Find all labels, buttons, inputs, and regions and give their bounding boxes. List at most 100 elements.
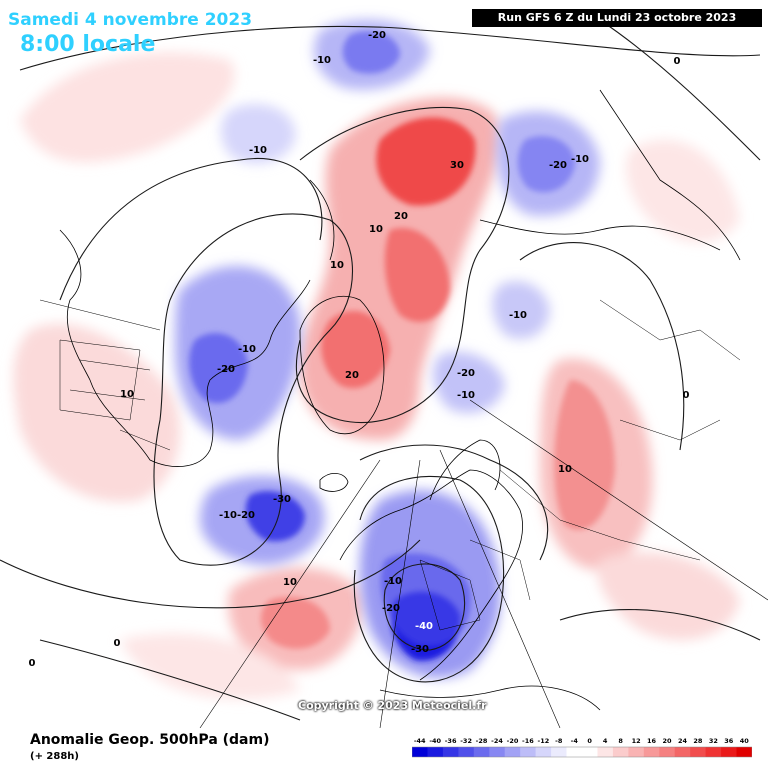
cold-barents: [492, 281, 550, 339]
geopotential-contours: [0, 19, 761, 721]
legend-swatch: [582, 747, 598, 757]
label-europe-30: -30: [411, 644, 429, 655]
warm-core-asia: [554, 380, 615, 530]
forecast-date: Samedi 4 novembre 2023: [8, 10, 253, 30]
warm-east: [626, 139, 740, 243]
legend-swatch: [535, 747, 552, 757]
legend-label: 4: [603, 737, 608, 745]
label-europe-20: -20: [382, 603, 400, 614]
legend-swatch: [489, 747, 506, 757]
warm-south: [120, 633, 300, 700]
legend-border: [412, 746, 752, 758]
isohypse-outer: [19, 25, 761, 71]
legend-swatch: [659, 747, 676, 757]
isohypse-east: [599, 19, 761, 161]
label-hudson-east-20: -20: [549, 160, 567, 171]
legend-label: 20: [662, 737, 672, 745]
forecast-local-time: 8:00 locale: [20, 32, 156, 57]
label-hudson-east-10: -10: [571, 154, 589, 165]
meridian-3: [199, 459, 381, 728]
legend-label: -28: [476, 737, 488, 745]
legend-swatch: [520, 747, 537, 757]
legend-swatch: [612, 747, 629, 757]
legend-swatch: [458, 747, 475, 757]
label-nw-pacific: -10: [313, 55, 331, 66]
color-scale-legend: -44 -40 -36 -32 -28 -24 -20 -16 -12 -8 -4 0 4 8 12 16 20…: [412, 737, 752, 758]
coast-scandinavia: [429, 439, 501, 501]
label-arctic-ridge: 20: [394, 211, 408, 222]
legend-label: 32: [709, 737, 718, 745]
border-russia: [499, 469, 701, 561]
legend-swatches: [412, 746, 752, 758]
legend-label: 16: [647, 737, 657, 745]
legend-swatch: [736, 747, 752, 757]
border-usa-canada: [39, 299, 161, 331]
legend-label: 36: [724, 737, 734, 745]
contour-labels: -10 -20 -10 30 20 10 -20 -10 10 -10 -20 …: [29, 30, 690, 669]
legend-swatch: [628, 747, 645, 757]
label-zero-ne: 0: [683, 390, 690, 401]
label-asia-10: 10: [558, 464, 572, 475]
label-hudson-10: -10: [238, 344, 256, 355]
legend-swatch: [551, 747, 568, 757]
isohypse-south: [0, 539, 421, 609]
isohypse-polar-1: [153, 213, 354, 566]
legend-swatch: [643, 747, 660, 757]
isohypse-asia: [519, 242, 685, 451]
legend-swatch: [705, 747, 722, 757]
coast-europe: [339, 469, 524, 681]
border-europe-2: [469, 539, 531, 601]
legend-label: -8: [555, 737, 563, 745]
warm-core-ridge: [384, 228, 450, 322]
legend-label: 8: [618, 737, 623, 745]
isohypse-europe-inner: [383, 563, 466, 651]
coast-africa: [379, 685, 601, 711]
meridian-4: [469, 399, 768, 601]
border-europe-1: [419, 559, 481, 631]
warm-core-siberia: [376, 117, 476, 206]
border-states-2: [69, 359, 151, 401]
warm-pacific: [20, 52, 235, 163]
label-europe-10: -10: [384, 576, 402, 587]
coast-greenland: [299, 296, 385, 435]
isohypse-polar-3: [359, 444, 549, 561]
legend-label: -40: [429, 737, 441, 745]
border-mexico: [119, 429, 171, 451]
label-bering: -20: [368, 30, 386, 41]
warm-southeast: [597, 552, 740, 640]
legend-label: -32: [460, 737, 472, 745]
coast-north-america: [59, 229, 311, 467]
label-zero-nw: 0: [674, 56, 681, 67]
cold-core-bering: [342, 31, 400, 74]
legend-label: 28: [693, 737, 703, 745]
coast-siberia: [479, 219, 721, 251]
legend-swatch: [504, 747, 521, 757]
legend-swatch: [690, 747, 707, 757]
forecast-hour: (+ 288h): [30, 751, 79, 762]
label-usa-10: 10: [120, 389, 134, 400]
label-atlantic-10: -10: [219, 510, 237, 521]
legend-swatch: [566, 747, 583, 757]
legend-label: -24: [491, 737, 503, 745]
anomaly-map: -10 -20 -10 30 20 10 -20 -10 10 -10 -20 …: [0, 19, 768, 728]
label-kara-10: -10: [457, 390, 475, 401]
legend-swatch: [412, 747, 428, 757]
legend-label: 40: [740, 737, 750, 745]
legend-swatch: [597, 747, 614, 757]
isohypse-europe: [353, 475, 505, 683]
legend-swatch: [427, 747, 444, 757]
label-zero-sw: 0: [114, 638, 121, 649]
cold-core-nw-pacific: [517, 136, 575, 193]
cold-core-europe-ring: [380, 553, 471, 646]
model-run-label: Run GFS 6 Z du Lundi 23 octobre 2023: [472, 9, 762, 27]
legend-label: 0: [587, 737, 592, 745]
legend-label: 12: [632, 737, 641, 745]
border-asia-2: [619, 419, 721, 441]
coast-asia-east: [599, 89, 741, 261]
coast-iceland: [319, 473, 349, 492]
border-asia-1: [599, 299, 741, 361]
meridian-grid: [199, 399, 768, 728]
label-greenland-20: 20: [345, 370, 359, 381]
coast-alaska: [309, 179, 335, 261]
label-atlantic-30: -30: [273, 494, 291, 505]
